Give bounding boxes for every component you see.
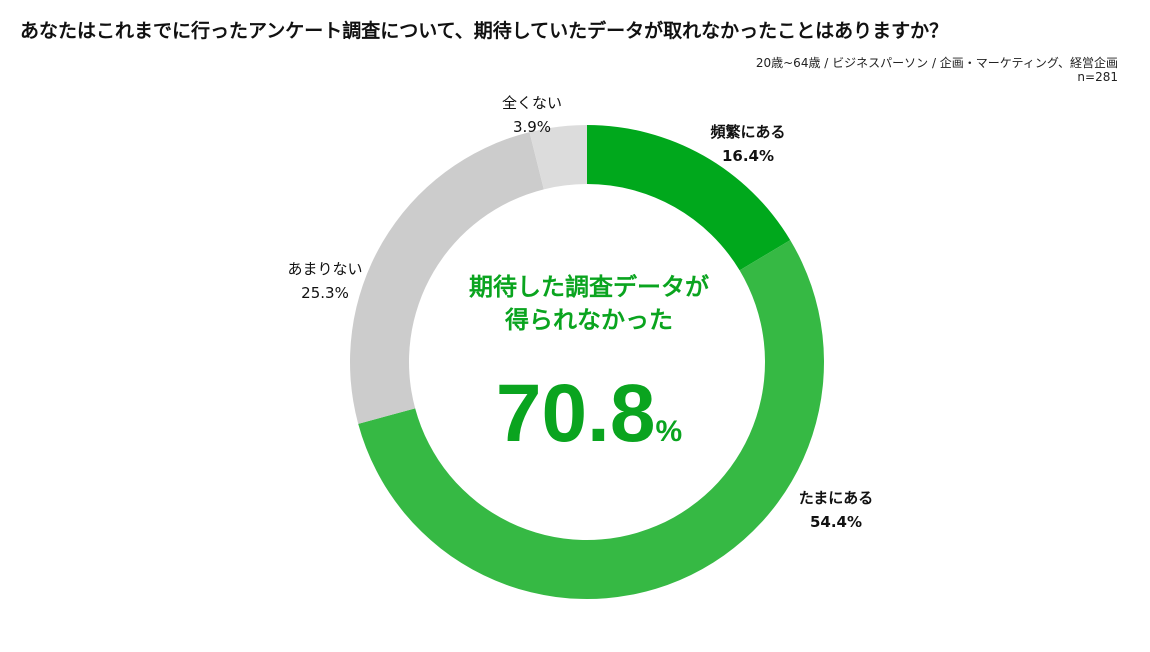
- slice-2: [350, 132, 544, 424]
- slice-label-2: あまりない: [287, 260, 362, 278]
- center-summary: 期待した調査データが 得られなかった 70.8%: [469, 273, 709, 459]
- center-total-value: 70.8%: [496, 368, 682, 459]
- slice-label-3: 全くない: [502, 94, 562, 112]
- question-title: あなたはこれまでに行ったアンケート調査について、期待していたデータが取れなかった…: [20, 20, 949, 42]
- survey-meta: 20歳~64歳 / ビジネスパーソン / 企画・マーケティング、経営企画 n=2…: [756, 56, 1118, 84]
- slice-1: [358, 240, 824, 599]
- slice-3: [529, 125, 587, 190]
- slice-label-0: 頻繁にある: [710, 123, 785, 141]
- slice-label-1: たまにある: [799, 489, 874, 507]
- slice-labels: 頻繁にある 16.4% たまにある 54.4% あまりない 25.3% 全くない 3.9%: [287, 94, 873, 531]
- slice-0: [587, 125, 791, 271]
- center-total-unit: %: [655, 415, 682, 448]
- slice-value-3: 3.9%: [513, 118, 551, 136]
- donut-slices: [350, 125, 824, 599]
- center-caption-line2: 得られなかった: [504, 306, 673, 334]
- center-total-number: 70.8: [496, 368, 656, 459]
- slice-value-0: 16.4%: [722, 147, 774, 165]
- slice-value-2: 25.3%: [301, 284, 349, 302]
- respondent-description: 20歳~64歳 / ビジネスパーソン / 企画・マーケティング、経営企画: [755, 56, 1118, 70]
- slice-value-1: 54.4%: [810, 513, 862, 531]
- sample-size: n=281: [1077, 70, 1118, 84]
- center-caption-line1: 期待した調査データが: [469, 273, 709, 301]
